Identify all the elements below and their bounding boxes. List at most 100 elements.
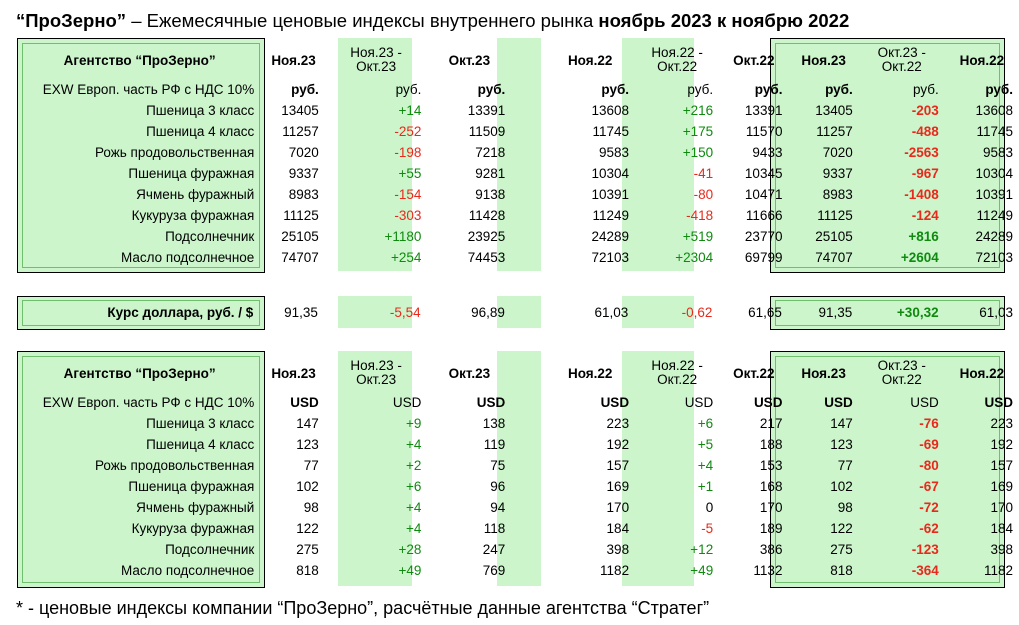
- value-cell: +2304: [675, 250, 714, 265]
- row-label: Рожь продовольственная: [94, 145, 255, 160]
- value-cell: 169: [990, 479, 1013, 494]
- value-cell: 94: [490, 500, 506, 515]
- table-row: Подсолнечник 25105 +1180 23925 24289 +519 2377…: [17, 226, 1019, 247]
- unit-cell: руб.: [601, 82, 630, 97]
- value-cell: 192: [990, 437, 1013, 452]
- value-cell: 77: [303, 458, 319, 473]
- value-cell: 13405: [815, 103, 853, 118]
- rate-cell: 61,03: [594, 304, 629, 320]
- table-row: Пшеница фуражная 102 +6 96 169 +1 168 102 -67 169: [17, 476, 1019, 497]
- value-cell: 25105: [281, 229, 319, 244]
- value-cell: 247: [482, 542, 506, 557]
- value-cell: 153: [759, 458, 783, 473]
- value-cell: 11257: [816, 124, 853, 139]
- value-cell: -124: [911, 208, 939, 223]
- col-header: Окт.23 - Окт.22: [877, 45, 926, 74]
- value-cell: 157: [606, 458, 630, 473]
- rate-cell: +30,32: [896, 304, 939, 320]
- header-row: Агентство “ПроЗерно” Ноя.23 Ноя.23 - Окт.…: [17, 354, 1019, 392]
- value-cell: 77: [837, 458, 853, 473]
- rate-cell: 61,03: [979, 304, 1013, 320]
- table-row: Рожь продовольственная 77 +2 75 157 +4 153 77 -8…: [17, 455, 1019, 476]
- value-cell: -252: [394, 124, 422, 139]
- value-cell: -2563: [904, 145, 939, 160]
- unit-cell: руб.: [477, 82, 506, 97]
- units-row: EXW Европ. часть РФ с НДС 10% руб. руб. …: [17, 79, 1019, 100]
- row-label: Пшеница 3 класс: [146, 103, 255, 118]
- dollar-rate-table: Курс доллара, руб. / $ 91,35 -5,54 96,89…: [17, 301, 1019, 323]
- value-cell: 147: [296, 416, 319, 431]
- page-title: “ПроЗерно” – Ежемесячные ценовые индексы…: [16, 10, 850, 31]
- col-header: Окт.22: [733, 52, 775, 68]
- value-cell: 123: [296, 437, 319, 452]
- col-header: Ноя.22: [567, 365, 613, 381]
- unit-cell: руб.: [395, 82, 422, 97]
- unit-cell: руб.: [754, 82, 783, 97]
- value-cell: 8983: [822, 187, 853, 202]
- value-cell: +216: [682, 103, 714, 118]
- unit-cell: USD: [824, 395, 853, 410]
- value-cell: 11249: [976, 208, 1013, 223]
- value-cell: 10345: [744, 166, 783, 181]
- col-header: Окт.23 - Окт.22: [877, 358, 926, 387]
- value-cell: 11745: [592, 124, 630, 139]
- value-cell: 13391: [467, 103, 506, 118]
- rate-cell: 91,35: [818, 304, 853, 320]
- value-cell: +6: [406, 479, 422, 494]
- value-cell: -41: [693, 166, 714, 181]
- value-cell: 10391: [591, 187, 630, 202]
- rate-cell: -5,54: [389, 304, 421, 320]
- value-cell: +1: [697, 479, 714, 494]
- subheader: EXW Европ. часть РФ с НДС 10%: [42, 395, 255, 410]
- value-cell: +55: [398, 166, 422, 181]
- value-cell: +6: [697, 416, 714, 431]
- row-label: Подсолнечник: [165, 229, 255, 244]
- row-label: Ячмень фуражный: [136, 187, 255, 202]
- value-cell: -967: [911, 166, 939, 181]
- value-cell: 9433: [752, 145, 783, 160]
- value-cell: -1408: [904, 187, 939, 202]
- value-cell: -123: [911, 542, 939, 557]
- value-cell: 275: [296, 542, 319, 557]
- value-cell: 11125: [283, 208, 319, 223]
- value-cell: 11745: [976, 124, 1013, 139]
- value-cell: 122: [296, 521, 319, 536]
- row-label: Рожь продовольственная: [94, 458, 255, 473]
- value-cell: 818: [296, 563, 319, 578]
- value-cell: 7020: [288, 145, 319, 160]
- col-header: Ноя.23: [271, 365, 316, 381]
- col-header: Окт.22: [733, 365, 775, 381]
- value-cell: -76: [919, 416, 939, 431]
- value-cell: +1180: [384, 229, 422, 244]
- header-row: Агентство “ПроЗерно” Ноя.23 Ноя.23 - Окт.…: [17, 41, 1019, 79]
- table-row: Ячмень фуражный 8983 -154 9138 10391 -80 10471…: [17, 184, 1019, 205]
- value-cell: -67: [919, 479, 939, 494]
- value-cell: 74453: [467, 250, 506, 265]
- value-cell: 9281: [475, 166, 506, 181]
- value-cell: 386: [759, 542, 783, 557]
- value-cell: 11125: [817, 208, 853, 223]
- value-cell: 13608: [591, 103, 630, 118]
- value-cell: 184: [606, 521, 630, 536]
- value-cell: +5: [697, 437, 714, 452]
- col-header: Ноя.23 - Окт.23: [350, 45, 402, 74]
- price-table-usd: Агентство “ПроЗерно” Ноя.23 Ноя.23 - Окт.…: [17, 354, 1019, 581]
- value-cell: 157: [990, 458, 1013, 473]
- unit-cell: USD: [290, 395, 319, 410]
- value-cell: -72: [919, 500, 939, 515]
- table-row: Кукуруза фуражная 122 +4 118 184 -5 189 122 -62 1…: [17, 518, 1019, 539]
- col-header: Ноя.22 - Окт.22: [651, 358, 703, 387]
- row-label: Масло подсолнечное: [120, 563, 255, 578]
- value-cell: +49: [398, 563, 422, 578]
- value-cell: 8983: [288, 187, 319, 202]
- col-header: Ноя.23: [271, 52, 316, 68]
- table-row: Подсолнечник 275 +28 247 398 +12 386 275 -123 398: [17, 539, 1019, 560]
- value-cell: 13405: [281, 103, 319, 118]
- value-cell: 275: [830, 542, 853, 557]
- table-row: Ячмень фуражный 98 +4 94 170 0 170 98 -72 170: [17, 497, 1019, 518]
- value-cell: +816: [908, 229, 939, 244]
- value-cell: 23770: [744, 229, 783, 244]
- col-header: Ноя.23 - Окт.23: [350, 358, 402, 387]
- table-row: Пшеница 3 класс 147 +9 138 223 +6 217 147 -76 223: [17, 413, 1019, 434]
- value-cell: 118: [483, 521, 506, 536]
